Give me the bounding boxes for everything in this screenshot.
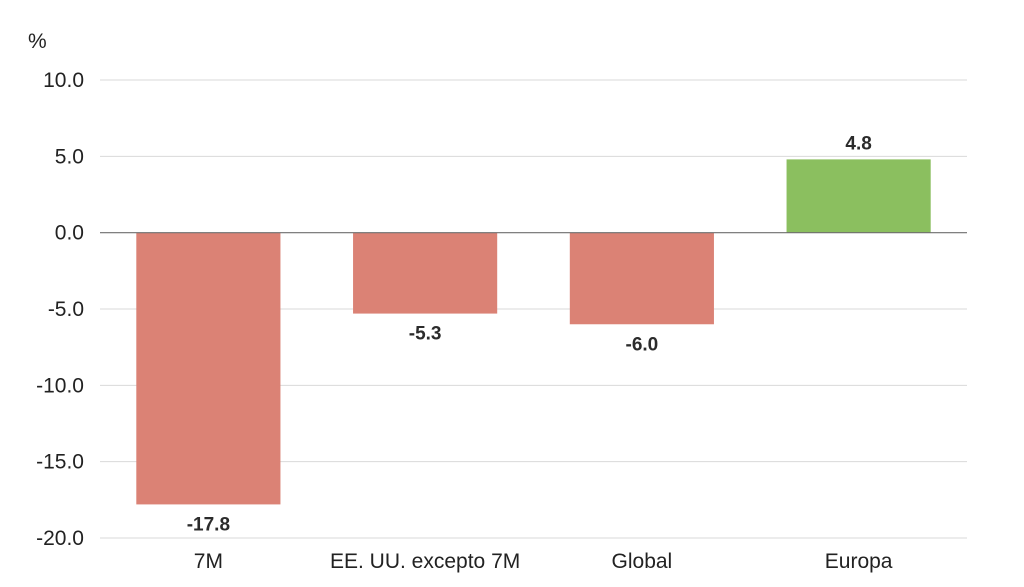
data-labels: -17.8 -5.3 -6.0 4.8	[187, 133, 872, 535]
y-axis-ticks: 10.0 5.0 0.0 -5.0 -10.0 -15.0 -20.0	[36, 69, 84, 550]
y-tick-label: 0.0	[55, 222, 84, 245]
bar-data-label: -5.3	[409, 324, 442, 345]
bar-data-label: 4.8	[845, 133, 871, 154]
bar-1	[353, 232, 498, 314]
bar-0	[136, 232, 281, 505]
y-tick-label: -15.0	[36, 451, 84, 474]
x-axis-categories: 7M EE. UU. excepto 7M Global Europa	[194, 550, 893, 573]
x-category-label: Europa	[825, 550, 893, 573]
bar-data-label: -17.8	[187, 514, 230, 535]
bar-2	[569, 232, 714, 325]
bar-3	[786, 159, 931, 233]
y-tick-label: 5.0	[55, 145, 84, 168]
x-category-label: EE. UU. excepto 7M	[330, 550, 520, 573]
bar-data-label: -6.0	[626, 334, 659, 355]
bars	[136, 159, 931, 505]
y-tick-label: -10.0	[36, 374, 84, 397]
y-axis-unit-label: %	[28, 30, 47, 53]
y-tick-label: -5.0	[48, 298, 84, 321]
x-category-label: 7M	[194, 550, 223, 573]
y-tick-label: -20.0	[36, 527, 84, 550]
y-tick-label: 10.0	[43, 69, 84, 92]
x-category-label: Global	[612, 550, 673, 573]
